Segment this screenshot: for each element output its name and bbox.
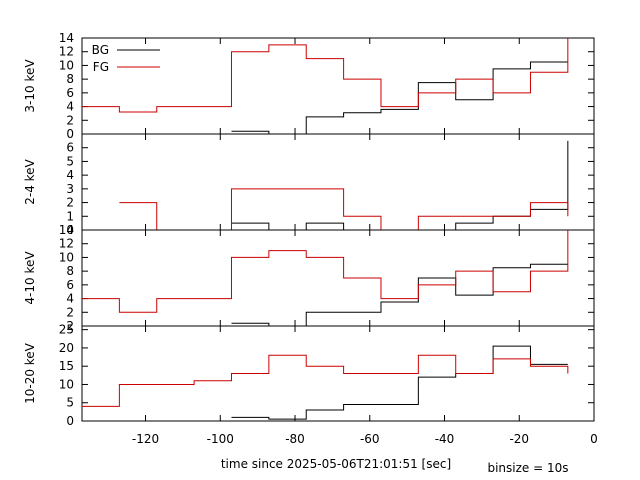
y-tick-label: 6 xyxy=(66,278,74,292)
series-fg xyxy=(82,354,569,407)
y-tick-label: 2 xyxy=(66,196,74,210)
panel-frame xyxy=(81,133,595,231)
y-tick-label: 6 xyxy=(66,141,74,155)
series-bg xyxy=(231,345,568,420)
y-axis-label: 3-10 keV xyxy=(23,59,37,113)
y-tick-label: 20 xyxy=(59,341,74,355)
series-fg xyxy=(82,230,569,313)
legend-label: FG xyxy=(93,60,109,74)
y-tick-label: 6 xyxy=(66,86,74,100)
y-tick-label: 3 xyxy=(66,182,74,196)
x-tick-label: -120 xyxy=(132,432,159,446)
y-tick-label: 10 xyxy=(59,377,74,391)
x-tick-label: -20 xyxy=(509,432,529,446)
y-tick-label: 0 xyxy=(66,223,74,237)
x-tick-label: -80 xyxy=(285,432,305,446)
panel-frame xyxy=(81,37,595,135)
binsize-note: binsize = 10s xyxy=(487,461,568,475)
y-tick-label: 2 xyxy=(66,319,74,333)
y-tick-label: 15 xyxy=(59,359,74,373)
y-tick-label: 14 xyxy=(59,223,74,237)
y-tick-label: 0 xyxy=(66,127,74,141)
legend-label: BG xyxy=(92,43,109,57)
y-tick-label: 0 xyxy=(66,414,74,428)
y-tick-label: 8 xyxy=(66,72,74,86)
panel-frame xyxy=(81,229,595,327)
x-tick-label: -40 xyxy=(435,432,455,446)
y-axis-label: 10-20 keV xyxy=(23,342,37,404)
x-tick-label: 0 xyxy=(590,432,598,446)
y-tick-label: 25 xyxy=(59,323,74,337)
y-tick-label: 4 xyxy=(66,292,74,306)
y-tick-label: 1 xyxy=(66,209,74,223)
series-bg xyxy=(231,263,568,327)
x-axis-label: time since 2025-05-06T21:01:51 [sec] xyxy=(221,457,451,471)
y-tick-label: 5 xyxy=(66,154,74,168)
y-tick-label: 2 xyxy=(66,305,74,319)
series-bg xyxy=(231,61,568,135)
y-axis-label: 2-4 keV xyxy=(23,158,37,204)
y-tick-label: 2 xyxy=(66,113,74,127)
y-tick-label: 14 xyxy=(59,31,74,45)
y-tick-label: 4 xyxy=(66,100,74,114)
y-tick-label: 12 xyxy=(59,237,74,251)
y-tick-label: 12 xyxy=(59,45,74,59)
x-tick-label: -60 xyxy=(360,432,380,446)
y-tick-label: 5 xyxy=(66,396,74,410)
y-tick-label: 8 xyxy=(66,264,74,278)
x-tick-label: -100 xyxy=(207,432,234,446)
y-tick-label: 10 xyxy=(59,58,74,72)
y-axis-label: 4-10 keV xyxy=(23,251,37,305)
series-fg xyxy=(82,38,569,113)
y-tick-label: 4 xyxy=(66,168,74,182)
panel-frame xyxy=(81,325,595,422)
y-tick-label: 10 xyxy=(59,250,74,264)
